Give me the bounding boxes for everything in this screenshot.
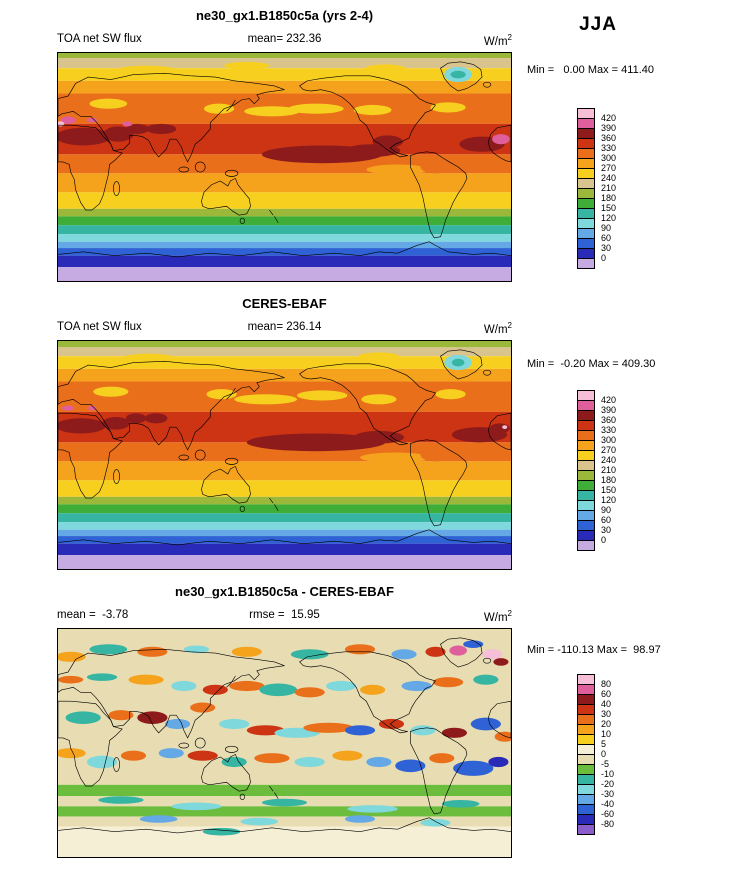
panel-diff-minmax-label: Min = -110.13 Max = 98.97 <box>527 644 661 656</box>
colorbar-tick-label: 0 <box>601 535 607 545</box>
colorbar-tick-label: 30 <box>601 243 612 253</box>
map-fill-bands <box>58 53 511 281</box>
colorbar-tick-label: 180 <box>601 193 617 203</box>
colorbar-tick-label: 300 <box>601 153 617 163</box>
colorbar-tick-label: -10 <box>601 769 615 779</box>
colorbar-tick-label: 210 <box>601 465 617 475</box>
colorbar-tick-label: -80 <box>601 819 615 829</box>
panel-model-mean-label: mean= 232.36 <box>247 33 322 45</box>
panel-model-minmax-label: Min = 0.00 Max = 411.40 <box>527 64 654 76</box>
colorbar-tick-label: 240 <box>601 173 617 183</box>
panel-diff: ne30_gx1.B1850c5a - CERES-EBAF mean = -3… <box>0 576 733 864</box>
colorbar-tick-label: 80 <box>601 679 612 689</box>
units-exponent: 2 <box>507 321 512 330</box>
colorbar-tick-label: 390 <box>601 405 617 415</box>
map-diff <box>57 628 512 858</box>
coastlines <box>58 61 511 258</box>
map-feature-blobs <box>58 640 511 836</box>
colorbar-tick-label: 60 <box>601 689 612 699</box>
map-obs <box>57 340 512 570</box>
panel-diff-title: ne30_gx1.B1850c5a - CERES-EBAF <box>175 584 394 599</box>
map-feature-blobs <box>58 352 510 463</box>
colorbar-tick-label: -20 <box>601 779 615 789</box>
coastlines <box>58 637 511 834</box>
colorbar-tick-label: 60 <box>601 515 612 525</box>
panel-obs-units-label: W/m2 <box>392 321 512 336</box>
panel-model: ne30_gx1.B1850c5a (yrs 2-4) TOA net SW f… <box>0 0 733 288</box>
units-exponent: 2 <box>507 33 512 42</box>
colorbar-tick-label: 240 <box>601 455 617 465</box>
colorbar-model: 420 390 360 330 300 270 240 210 180 150 120 90 60 30 0 <box>577 108 616 269</box>
colorbar-tick-label: 0 <box>601 749 607 759</box>
colorbar-tick-label: 20 <box>601 719 612 729</box>
colorbar-tick-label: 360 <box>601 133 617 143</box>
colorbar-tick-label: -60 <box>601 809 615 819</box>
panel-diff-units-label: W/m2 <box>392 609 512 624</box>
panel-obs-title: CERES-EBAF <box>242 296 327 311</box>
coastlines <box>58 349 511 546</box>
units-base: W/m <box>483 323 508 336</box>
colorbar-tick-label: 330 <box>601 143 617 153</box>
colorbar-tick-label: 10 <box>601 729 612 739</box>
colorbar-tick-label: -5 <box>601 759 610 769</box>
colorbar-diff: 80 60 40 30 20 10 5 0 -5 -10 -20 -30 -40 -60 -80 <box>577 674 614 835</box>
map-model <box>57 52 512 282</box>
colorbar-obs: 420 390 360 330 300 270 240 210 180 150 120 90 60 30 0 <box>577 390 616 551</box>
colorbar-tick-label: 5 <box>601 739 607 749</box>
colorbar-tick-label: 40 <box>601 699 612 709</box>
colorbar-tick-label: 360 <box>601 415 617 425</box>
colorbar-tick-label: 120 <box>601 213 617 223</box>
colorbar-tick-label: 90 <box>601 223 612 233</box>
colorbar-tick-label: 150 <box>601 203 617 213</box>
panel-model-title: ne30_gx1.B1850c5a (yrs 2-4) <box>195 8 374 23</box>
panel-obs-mean-label: mean= 236.14 <box>247 321 322 333</box>
units-base: W/m <box>483 611 508 624</box>
colorbar-tick-label: 270 <box>601 445 617 455</box>
colorbar-tick-label: -30 <box>601 789 615 799</box>
units-exponent: 2 <box>507 609 512 618</box>
panel-diff-mean-label: mean = -3.78 <box>57 609 129 621</box>
colorbar-cell <box>577 258 595 269</box>
colorbar-tick-label: 30 <box>601 525 612 535</box>
colorbar-tick-label: 90 <box>601 505 612 515</box>
colorbar-tick-label: 60 <box>601 233 612 243</box>
colorbar-tick-label: 330 <box>601 425 617 435</box>
units-base: W/m <box>483 35 508 48</box>
colorbar-tick-label: 390 <box>601 123 617 133</box>
panel-model-variable-label: TOA net SW flux <box>57 33 142 45</box>
map-fill-bands <box>58 341 511 569</box>
colorbar-tick-label: 180 <box>601 475 617 485</box>
colorbar-tick-label: 420 <box>601 395 617 405</box>
panel-obs-minmax-label: Min = -0.20 Max = 409.30 <box>527 358 656 370</box>
panel-obs: CERES-EBAF TOA net SW flux mean= 236.14 … <box>0 288 733 576</box>
colorbar-tick-label: 120 <box>601 495 617 505</box>
map-feature-blobs <box>58 61 510 175</box>
colorbar-tick-label: 210 <box>601 183 617 193</box>
colorbar-tick-label: 270 <box>601 163 617 173</box>
panel-model-units-label: W/m2 <box>392 33 512 48</box>
colorbar-tick-label: -40 <box>601 799 615 809</box>
colorbar-tick-label: 0 <box>601 253 607 263</box>
colorbar-tick-label: 300 <box>601 435 617 445</box>
panel-diff-rmse-label: rmse = 15.95 <box>249 609 320 621</box>
colorbar-cell <box>577 540 595 551</box>
colorbar-tick-label: 30 <box>601 709 612 719</box>
colorbar-tick-label: 150 <box>601 485 617 495</box>
colorbar-tick-label: 420 <box>601 113 617 123</box>
season-label: JJA <box>579 14 617 35</box>
colorbar-cell <box>577 824 595 835</box>
panel-obs-variable-label: TOA net SW flux <box>57 321 142 333</box>
